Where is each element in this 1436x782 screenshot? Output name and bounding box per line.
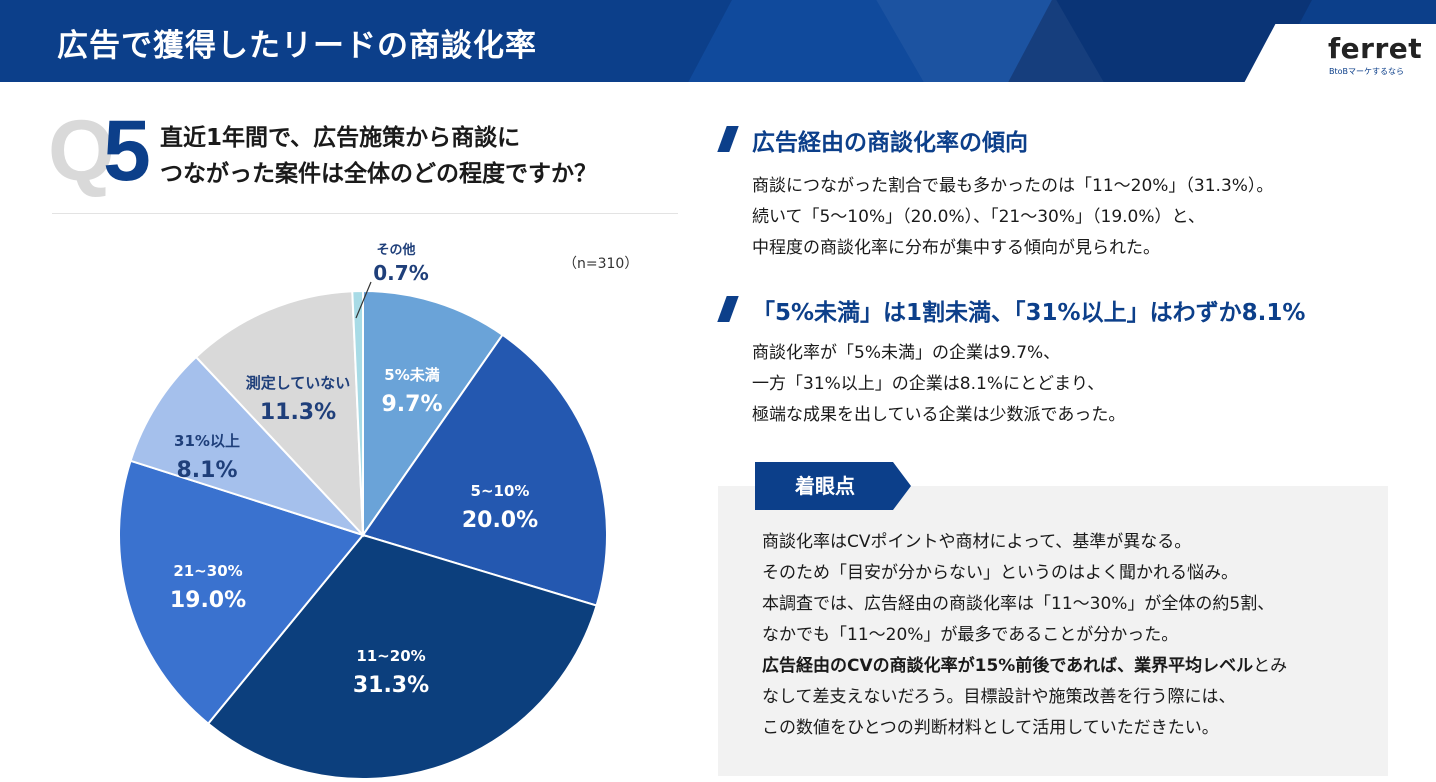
question-text: 直近1年間で、広告施策から商談に つながった案件は全体のどの程度ですか？	[160, 120, 597, 192]
slice-value-label: 11.3%	[260, 400, 336, 425]
slice-value-label: 20.0%	[462, 508, 538, 533]
focus-tag-label: 着眼点	[795, 474, 855, 498]
focus-panel	[718, 486, 1388, 776]
section1-line: 続いて「5～10%」（20.0%）、「21～30%」（19.0%）と、	[752, 207, 1205, 227]
slice-category-label: 5~10%	[471, 482, 530, 500]
slice-category-label: 11~20%	[356, 647, 425, 665]
section2-line: 商談化率が「5%未満」の企業は9.7%、	[752, 343, 1061, 363]
slice-category-label: 5%未満	[384, 366, 439, 384]
section-marker	[717, 296, 739, 322]
focus-tag: 着眼点	[755, 462, 911, 510]
focus-line-highlight: 広告経由のCVの商談化率が15%前後であれば、業界平均レベルとみ	[762, 651, 1287, 682]
section2-title: 「5%未満」は1割未満、「31%以上」はわずか8.1%	[752, 300, 1306, 326]
focus-line: 本調査では、広告経由の商談化率は「11～30%」が全体の約5割、	[762, 594, 1275, 614]
section1-line: 中程度の商談化率に分布が集中する傾向が見られた。	[752, 238, 1160, 258]
slice-value-label: 19.0%	[170, 588, 246, 613]
pie-chart: 5%未満 9.7% 5~10% 20.0% 11~20% 31.3% 21~30% 19.0%…	[118, 242, 608, 780]
section1-line: 商談につながった割合で最も多かったのは「11～20%」（31.3%）。	[752, 176, 1274, 196]
pie-slice	[194, 290, 365, 538]
slice-category-label: その他	[376, 242, 415, 258]
page-title: 広告で獲得したリードの商談化率	[57, 28, 537, 64]
pie-slice	[362, 289, 504, 539]
focus-bold-text: 広告経由のCVの商談化率が15%前後であれば、業界平均レベル	[762, 656, 1254, 676]
sample-size: （n=310）	[563, 256, 639, 272]
pie-slice	[351, 289, 364, 536]
focus-line: この数値をひとつの判断材料として活用していただきたい。	[762, 718, 1219, 738]
slice-category-label: 21~30%	[173, 562, 242, 580]
question-line-1: 直近1年間で、広告施策から商談に	[160, 125, 521, 151]
logo-tagline: BtoBマーケするなら	[1329, 67, 1405, 76]
logo-text: ferret	[1328, 32, 1423, 65]
pie-slice	[129, 355, 367, 538]
section2-body: 商談化率が「5%未満」の企業は9.7%、 一方「31%以上」の企業は8.1%にと…	[752, 338, 1125, 431]
focus-line: なして差支えないだろう。目標設計や施策改善を行う際には、	[762, 687, 1236, 707]
section-marker	[717, 126, 739, 152]
pie-slice	[118, 459, 365, 726]
pie-slice	[206, 533, 598, 780]
brand-logo: ferret BtoBマーケするなら	[1290, 24, 1436, 82]
question-letter: Q	[48, 103, 115, 199]
slice-category-label: 測定していない	[246, 374, 351, 392]
pie-labels: 5%未満 9.7% 5~10% 20.0% 11~20% 31.3% 21~30% 19.0%…	[170, 242, 538, 698]
slice-value-label: 9.7%	[381, 392, 442, 417]
pie-slices	[118, 289, 608, 780]
question-line-2: つながった案件は全体のどの程度ですか？	[160, 161, 597, 187]
section1-title: 広告経由の商談化率の傾向	[752, 130, 1028, 156]
divider	[52, 213, 678, 214]
focus-line: なかでも「11～20%」が最多であることが分かった。	[762, 625, 1179, 645]
header-banner: 広告で獲得したリードの商談化率 ferret BtoBマーケするなら	[0, 0, 1436, 82]
pie-slice	[361, 333, 608, 607]
focus-body: 商談化率はCVポイントや商材によって、基準が異なる。 そのため「目安が分からない…	[762, 527, 1287, 744]
focus-bold-tail: とみ	[1253, 656, 1288, 676]
focus-tag-shape	[755, 462, 911, 510]
section2-line: 極端な成果を出している企業は少数派であった。	[752, 405, 1126, 425]
section1-body: 商談につながった割合で最も多かったのは「11～20%」（31.3%）。 続いて「…	[752, 171, 1273, 264]
slice-value-label: 8.1%	[176, 458, 237, 483]
focus-line: 商談化率はCVポイントや商材によって、基準が異なる。	[762, 532, 1192, 552]
section2-line: 一方「31%以上」の企業は8.1%にとどまり、	[752, 374, 1105, 394]
focus-line: そのため「目安が分からない」というのはよく聞かれる悩み。	[762, 563, 1238, 583]
leader-line	[355, 281, 372, 319]
slice-value-label: 31.3%	[353, 673, 429, 698]
slice-value-label: 0.7%	[373, 261, 428, 285]
slice-category-label: 31%以上	[174, 432, 240, 450]
question-number: 5	[103, 103, 151, 199]
